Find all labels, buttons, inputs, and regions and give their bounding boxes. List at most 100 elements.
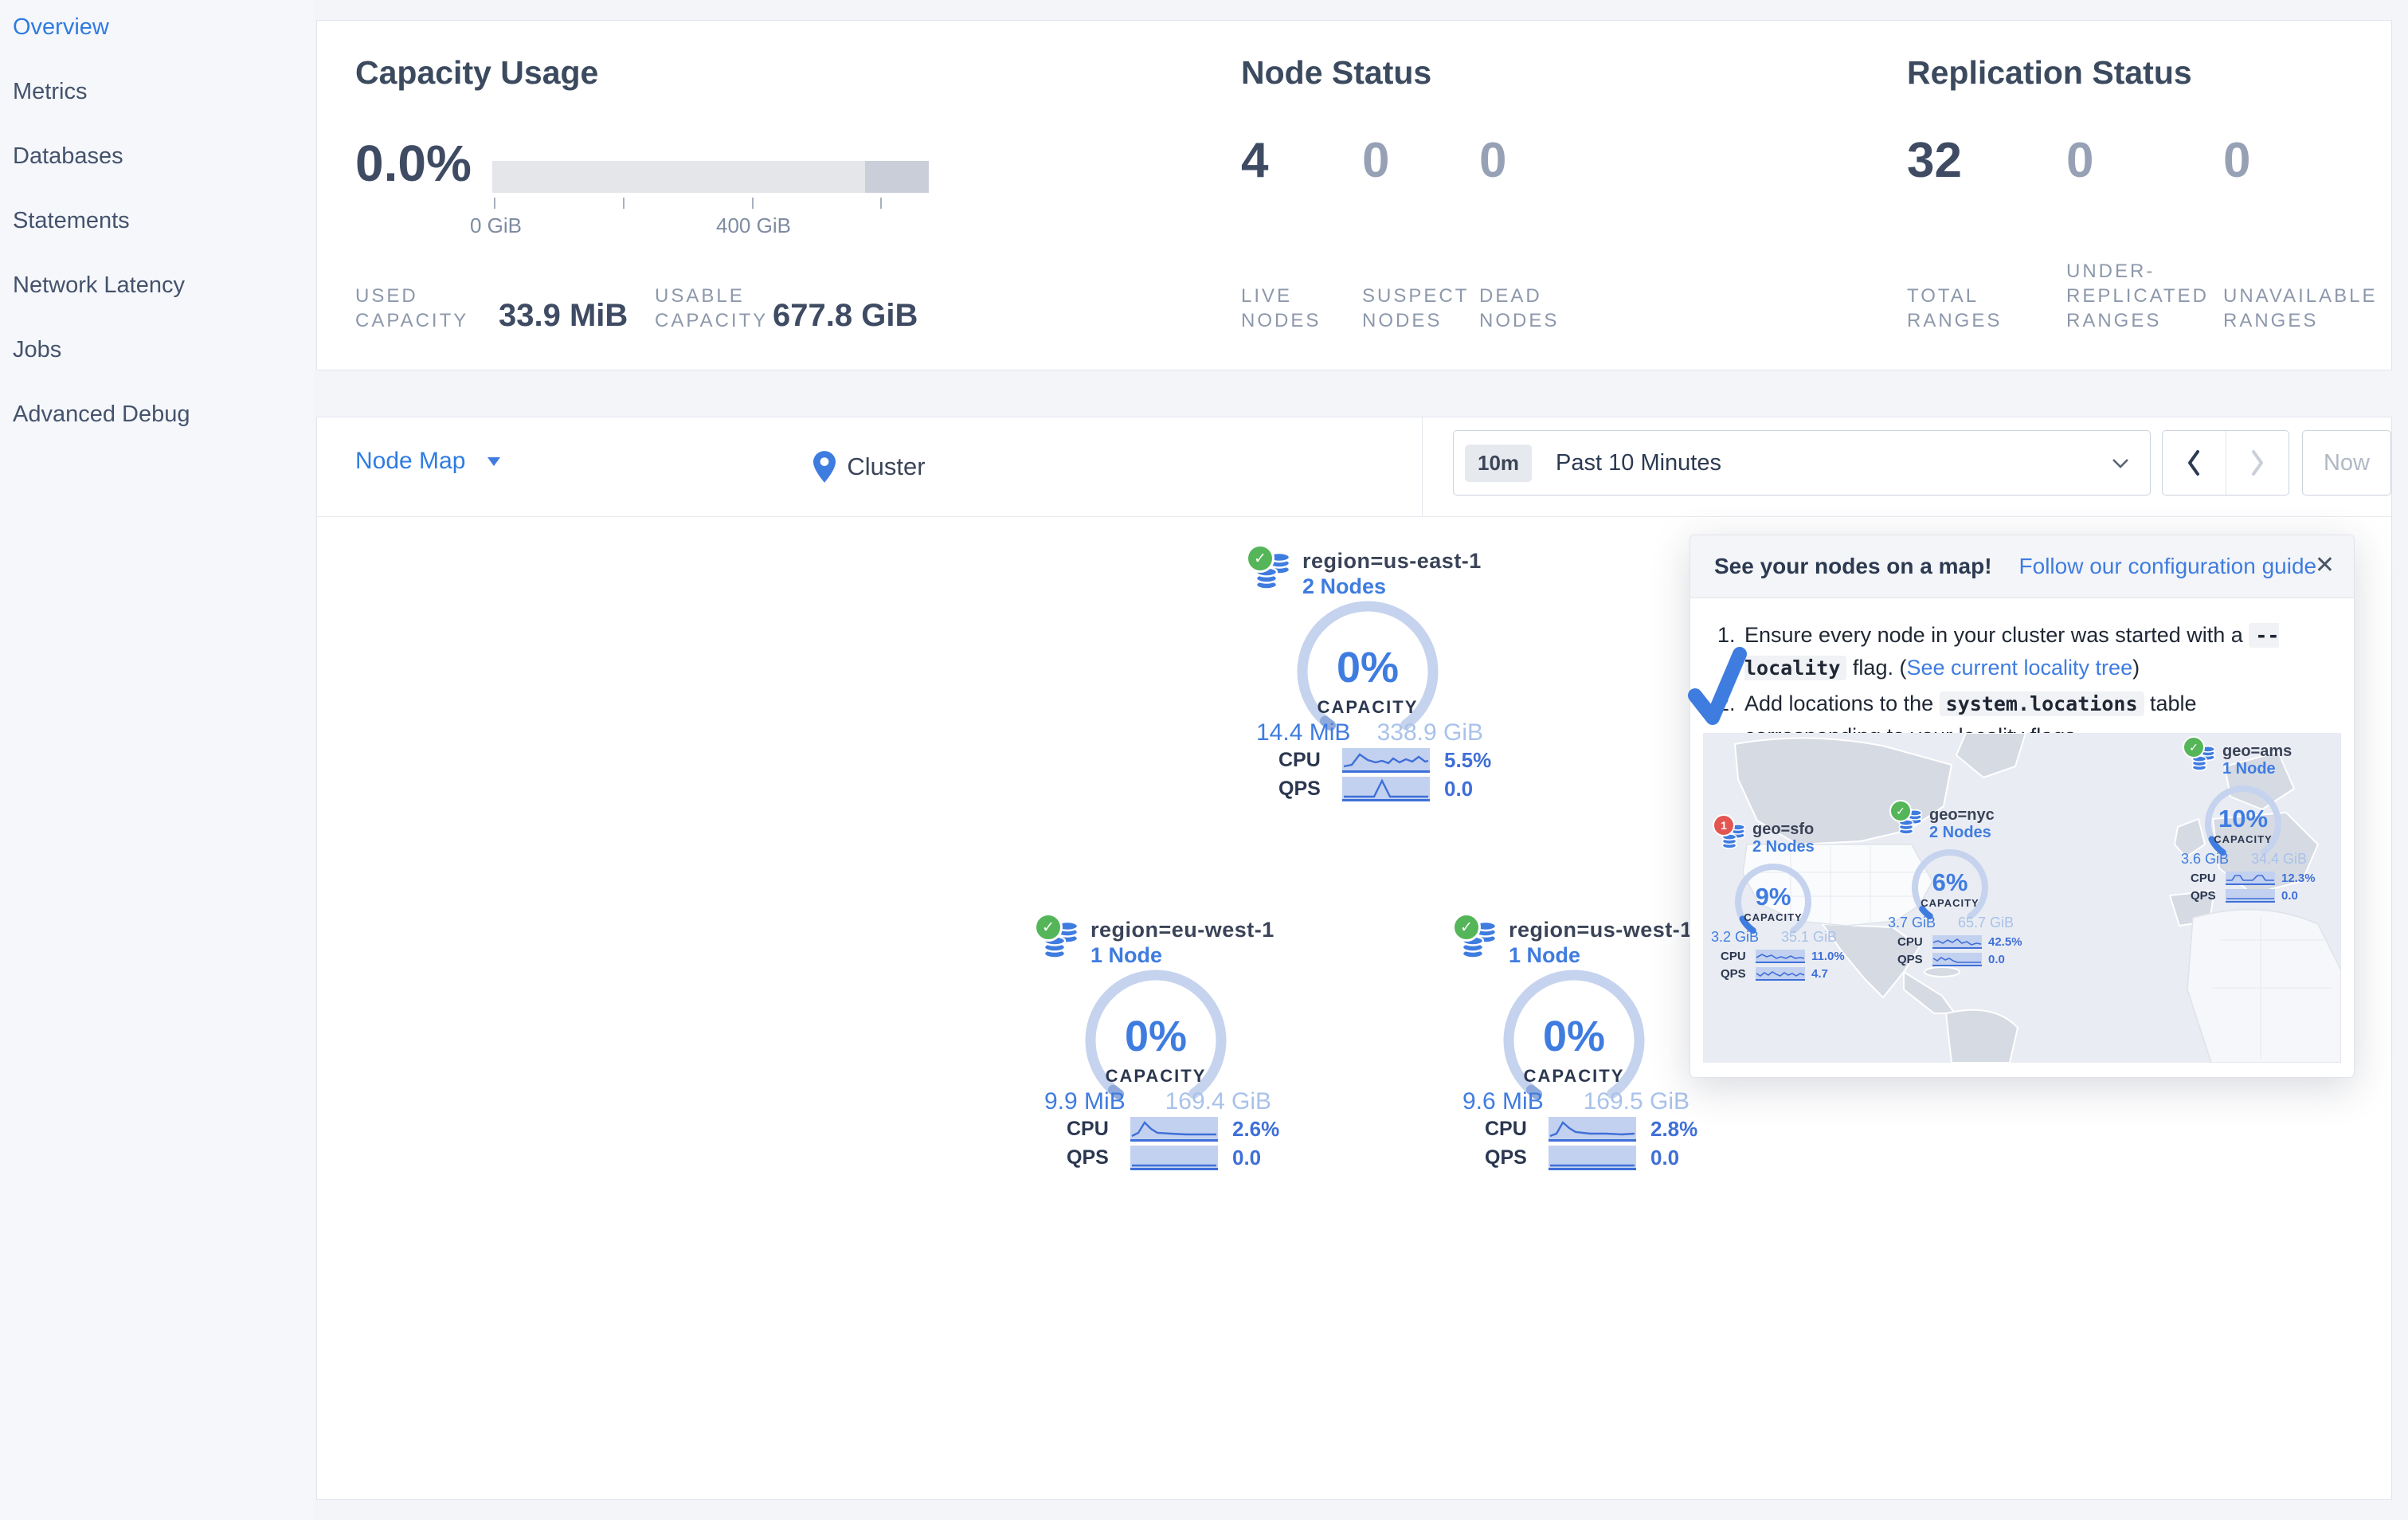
region-total-capacity: 169.4 GiB	[1165, 1088, 1271, 1115]
sidebar-item-statements[interactable]: Statements	[13, 208, 130, 233]
locality-name: geo=nyc	[1929, 806, 1995, 824]
replication-status-title: Replication Status	[1907, 54, 2192, 91]
cpu-label: CPU	[1278, 749, 1321, 771]
sidebar-item-advanced-debug[interactable]: Advanced Debug	[13, 402, 190, 427]
close-icon[interactable]: ✕	[2314, 552, 2335, 578]
toolbar-divider	[1422, 417, 1423, 516]
qps-value: 0.0	[1988, 953, 2005, 966]
time-range-select[interactable]: 10m Past 10 Minutes	[1453, 430, 2151, 496]
axis-tick-label: 400 GiB	[716, 214, 791, 237]
qps-label: QPS	[2191, 889, 2216, 903]
setup-step-1: 1. Ensure every node in your cluster was…	[1717, 619, 2330, 684]
time-forward-button[interactable]	[2225, 431, 2289, 495]
popup-instructions: 1. Ensure every node in your cluster was…	[1688, 598, 2354, 752]
chevron-left-icon	[2188, 450, 2200, 476]
axis-tick	[494, 198, 495, 209]
view-mode-label: Node Map	[355, 448, 466, 474]
dead-nodes-count: 0	[1479, 133, 1507, 188]
qps-label: QPS	[1278, 778, 1321, 800]
region-name: region=us-west-1	[1509, 918, 1693, 942]
capacity-gauge-arc	[1735, 864, 1811, 938]
cpu-sparkline	[1932, 935, 1982, 949]
cpu-value: 12.3%	[2281, 872, 2316, 885]
sidebar-item-databases[interactable]: Databases	[13, 143, 123, 169]
cluster-summary-panel: Capacity Usage 0.0% 0 GiB 400 GiB USED C…	[316, 20, 2392, 370]
healthy-icon: ✓	[1034, 913, 1063, 942]
time-back-button[interactable]	[2163, 431, 2226, 495]
region-used-capacity: 9.9 MiB	[1044, 1088, 1126, 1115]
cpu-sparkline	[1342, 748, 1430, 773]
cpu-value: 2.6%	[1232, 1117, 1280, 1141]
sidebar: Overview Metrics Databases Statements Ne…	[0, 0, 315, 1520]
locality-used-capacity: 3.7 GiB	[1888, 915, 1936, 930]
sidebar-item-metrics[interactable]: Metrics	[13, 79, 88, 104]
sidebar-item-jobs[interactable]: Jobs	[13, 337, 62, 362]
cpu-label: CPU	[1485, 1118, 1527, 1140]
gauge-percent: 0%	[1336, 644, 1400, 691]
capacity-bar-used-segment	[865, 161, 929, 193]
qps-label: QPS	[1067, 1146, 1109, 1169]
step-text-part: flag. (	[1846, 656, 1907, 680]
gauge-capacity-label: CAPACITY	[1105, 1066, 1207, 1086]
usable-capacity-label: USABLE CAPACITY	[655, 285, 769, 331]
capacity-bar	[492, 161, 929, 193]
qps-label: QPS	[1897, 953, 1923, 966]
region-used-capacity: 14.4 MiB	[1256, 719, 1351, 746]
locality-name: geo=ams	[2222, 742, 2292, 760]
locality-tree-link[interactable]: See current locality tree	[1906, 656, 2133, 680]
suspect-nodes-label: SUSPECT NODES	[1362, 285, 1470, 331]
healthy-icon: ✓	[1452, 913, 1481, 942]
locality-used-capacity: 3.6 GiB	[2181, 851, 2230, 867]
gauge-percent: 10%	[2218, 805, 2269, 832]
sidebar-item-network-latency[interactable]: Network Latency	[13, 272, 185, 298]
suspect-nodes-count: 0	[1362, 133, 1390, 188]
node-map-panel: Node Map Cluster 10m Past 10 Minutes Now	[316, 417, 2392, 1500]
region-gauge-us-east-1[interactable]: ✓ region=us-east-1 2 Nodes 0% CAPACITY 1…	[1224, 544, 1511, 826]
region-total-capacity: 338.9 GiB	[1376, 719, 1483, 746]
region-gauge-us-west-1[interactable]: ✓ region=us-west-1 1 Node 0% CAPACITY 9.…	[1431, 913, 1717, 1195]
node-status-title: Node Status	[1241, 54, 1432, 91]
step-text-part: )	[2132, 656, 2140, 680]
cpu-sparkline	[1756, 950, 1805, 963]
live-nodes-label: LIVE NODES	[1241, 285, 1321, 331]
breadcrumb[interactable]: Cluster	[317, 417, 1422, 516]
gauge-capacity-label: CAPACITY	[1523, 1066, 1625, 1086]
popup-header: See your nodes on a map! Follow our conf…	[1690, 535, 2354, 598]
region-total-capacity: 169.5 GiB	[1583, 1088, 1690, 1115]
gauge-capacity-label: CAPACITY	[1921, 897, 1979, 909]
qps-label: QPS	[1721, 967, 1746, 981]
cpu-sparkline	[2226, 872, 2275, 885]
cpu-value: 2.8%	[1650, 1117, 1698, 1141]
gauge-capacity-label: CAPACITY	[2214, 833, 2273, 845]
locality-name: geo=sfo	[1752, 821, 1815, 838]
qps-value: 0.0	[1650, 1146, 1680, 1169]
used-capacity-label: USED CAPACITY	[355, 285, 469, 331]
step-number: 1.	[1717, 623, 1736, 647]
time-step-buttons	[2162, 430, 2289, 496]
view-mode-dropdown[interactable]: Node Map	[355, 448, 502, 475]
region-nodes-link[interactable]: 2 Nodes	[1302, 574, 1387, 598]
node-map-canvas: ✓ region=us-east-1 2 Nodes 0% CAPACITY 1…	[317, 516, 2391, 1499]
time-range-badge: 10m	[1465, 444, 1533, 482]
chevron-right-icon	[2251, 450, 2263, 476]
region-nodes-link[interactable]: 1 Node	[1509, 943, 1581, 967]
sidebar-item-overview[interactable]: Overview	[13, 14, 109, 40]
region-nodes-link[interactable]: 1 Node	[1090, 943, 1163, 967]
cpu-sparkline	[1130, 1117, 1218, 1142]
region-gauge-eu-west-1[interactable]: ✓ region=eu-west-1 1 Node 0% CAPACITY 9.…	[1012, 913, 1299, 1195]
cpu-sparkline	[1549, 1117, 1636, 1142]
capacity-gauge-arc	[1297, 601, 1439, 734]
unavailable-label: UNAVAILABLE RANGES	[2223, 285, 2378, 331]
locality-total-capacity: 65.7 GiB	[1957, 915, 2014, 930]
cpu-value: 11.0%	[1811, 950, 1845, 963]
qps-sparkline	[1342, 777, 1430, 801]
gauge-percent: 9%	[1755, 883, 1791, 911]
example-node-map-image: 1 geo=sfo 2 Nodes 9% CAPACITY 3.2 GiB 35…	[1703, 733, 2341, 1063]
healthy-icon: ✓	[1246, 544, 1274, 573]
now-button[interactable]: Now	[2302, 430, 2391, 496]
warning-count-icon: 1	[1713, 814, 1735, 836]
configuration-guide-link[interactable]: Follow our configuration guide	[2018, 554, 2317, 578]
axis-tick-label: 0 GiB	[470, 214, 523, 237]
total-ranges-label: TOTAL RANGES	[1907, 285, 2003, 331]
node-map-toolbar: Node Map Cluster 10m Past 10 Minutes Now	[317, 417, 2391, 517]
